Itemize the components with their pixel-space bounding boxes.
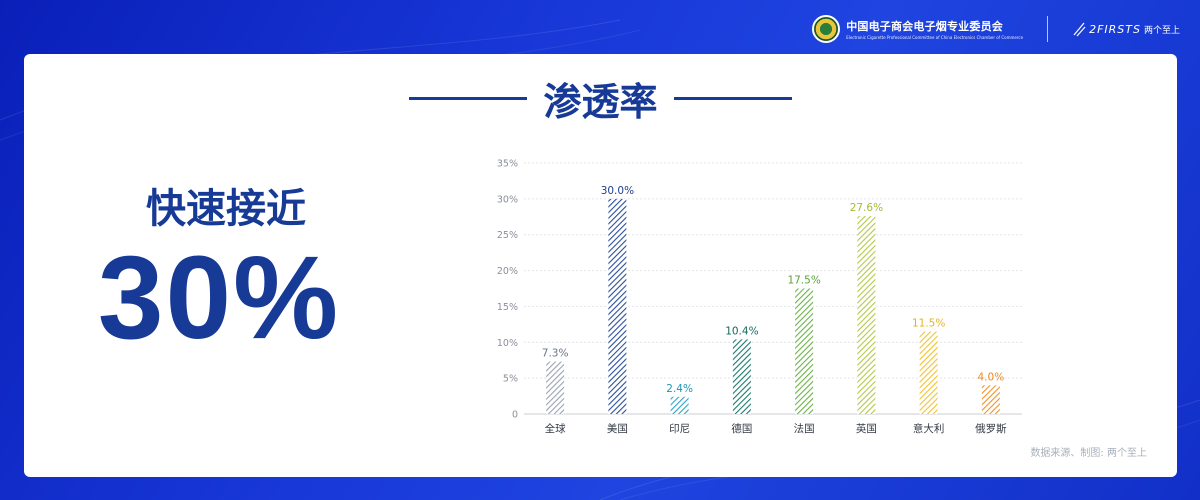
headline: 快速接近 [146,186,306,232]
page-title: 渗透率 [543,79,658,124]
data-label: 17.5% [787,275,820,287]
y-tick-label: 10% [497,338,518,349]
title-bar: 渗透率 [24,68,1177,128]
x-tick-label: 法国 [794,422,815,435]
x-tick-label: 英国 [856,422,877,435]
y-tick-label: 30% [497,194,518,205]
bar-5 [857,216,876,414]
data-label: 2.4% [666,383,693,395]
data-label: 10.4% [725,325,758,337]
x-tick-label: 德国 [731,422,752,435]
data-label: 4.0% [978,371,1005,383]
x-tick-label: 俄罗斯 [975,422,1007,435]
brand-name-en: 2FIRSTS [1089,22,1141,36]
org-logo-text: 中国电子商会电子烟专业委员会 Electronic Cigarette Prof… [846,18,1023,40]
bar-0 [546,361,565,414]
bar-7 [981,385,1000,414]
content-card: 渗透率 快速接近 30% 0 5% 10% 15% 20% 25% 30% 35% 7.3% 全球… [24,54,1177,477]
title-line-right [673,96,792,100]
logo-divider [1047,16,1049,42]
header-logos: 中国电子商会电子烟专业委员会 Electronic Cigarette Prof… [812,12,1180,46]
org-subtitle: Electronic Cigarette Professional Commit… [846,35,1024,40]
bar-6 [919,331,938,414]
brand-mark-icon [1073,22,1086,37]
x-tick-label: 美国 [607,422,628,435]
bar-chart: 0 5% 10% 15% 20% 25% 30% 35% 7.3% 全球 30.0% 美国 2.4% 印尼… [497,159,1022,435]
bar-2 [670,396,689,414]
brand-name-cn: 两个至上 [1143,25,1180,36]
brand-logo: 2FIRSTS 两个至上 [1072,21,1180,37]
x-tick-label: 意大利 [913,422,945,435]
y-tick-label: 20% [497,266,518,277]
org-emblem-icon [812,15,841,43]
bar-4 [795,288,814,414]
org-name: 中国电子商会电子烟专业委员会 [846,20,1003,33]
y-tick-label: 35% [497,159,518,170]
bar-1 [608,198,627,414]
source-note: 数据来源、制图: 两个至上 [1030,448,1147,459]
data-label: 11.5% [912,318,945,330]
title-line-left [409,96,528,100]
data-label: 7.3% [542,348,569,360]
data-label: 30.0% [601,185,634,197]
y-tick-label: 25% [497,230,518,241]
y-tick-label: 0 [512,410,518,421]
y-tick-label: 5% [503,374,518,385]
big-value: 30% [97,232,341,364]
y-tick-label: 15% [497,302,518,313]
x-tick-label: 全球 [545,422,566,435]
x-tick-label: 印尼 [669,423,690,435]
data-label: 27.6% [850,202,883,214]
bar-3 [732,339,751,414]
